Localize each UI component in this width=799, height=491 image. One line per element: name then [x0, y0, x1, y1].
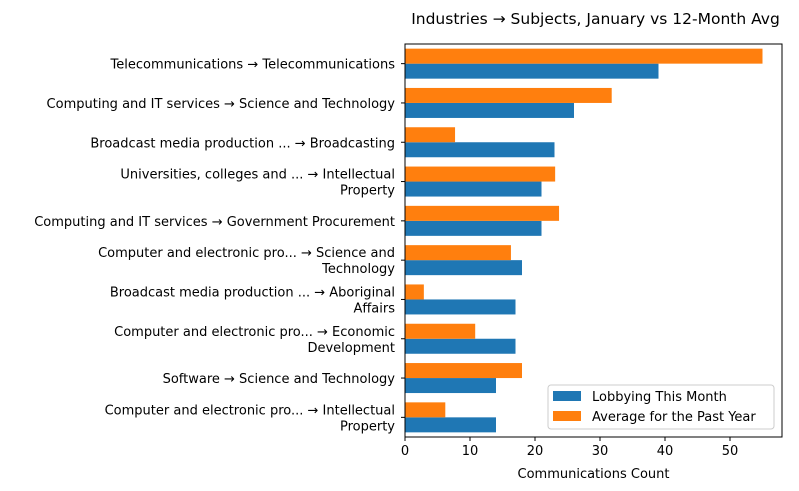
y-tick-label: Broadcast media production ... → Aborigi…	[110, 285, 395, 316]
x-axis-label: Communications Count	[518, 467, 670, 482]
bar-past-year-avg	[405, 363, 522, 379]
y-tick-label: Computer and electronic pro... → Economi…	[114, 325, 395, 356]
bar-this-month	[405, 220, 542, 236]
legend-label: Lobbying This Month	[592, 390, 727, 405]
bar-past-year-avg	[405, 205, 560, 221]
y-tick-label: Computer and electronic pro... → Intelle…	[105, 403, 396, 434]
bar-this-month	[405, 63, 659, 79]
bar-this-month	[405, 102, 574, 118]
x-tick-label: 0	[401, 444, 409, 459]
bar-this-month	[405, 338, 516, 354]
bar-this-month	[405, 417, 496, 433]
y-tick-label: Universities, colleges and ... → Intelle…	[120, 168, 395, 199]
bar-this-month	[405, 260, 522, 276]
x-tick-label: 30	[592, 444, 609, 459]
bar-this-month	[405, 142, 555, 158]
y-tick-label: Computing and IT services → Government P…	[34, 215, 395, 230]
bar-past-year-avg	[405, 87, 612, 103]
x-tick-label: 20	[527, 444, 544, 459]
y-tick-label: Broadcast media production ... → Broadca…	[90, 136, 395, 151]
chart-title: Industries → Subjects, January vs 12-Mon…	[411, 10, 780, 28]
bar-past-year-avg	[405, 245, 511, 261]
plot-frame	[404, 43, 783, 438]
bar-past-year-avg	[405, 166, 556, 182]
legend-swatch	[553, 411, 581, 421]
bar-past-year-avg	[405, 284, 424, 300]
y-tick-label: Software → Science and Technology	[163, 372, 396, 387]
legend-swatch	[553, 391, 581, 401]
legend-box	[547, 384, 775, 430]
y-tick-label: Computer and electronic pro... → Science…	[98, 246, 395, 277]
y-tick-label: Computing and IT services → Science and …	[47, 97, 396, 112]
y-tick-label: Telecommunications → Telecommunications	[110, 58, 396, 73]
bar-this-month	[405, 378, 496, 394]
bar-past-year-avg	[405, 127, 456, 143]
x-tick-label: 40	[657, 444, 674, 459]
bar-past-year-avg	[405, 48, 763, 64]
bar-this-month	[405, 299, 516, 315]
x-tick-label: 50	[722, 444, 739, 459]
legend-label: Average for the Past Year	[592, 410, 756, 425]
bar-past-year-avg	[405, 402, 446, 418]
x-tick-label: 10	[462, 444, 479, 459]
bar-this-month	[405, 181, 542, 197]
bar-past-year-avg	[405, 323, 476, 339]
